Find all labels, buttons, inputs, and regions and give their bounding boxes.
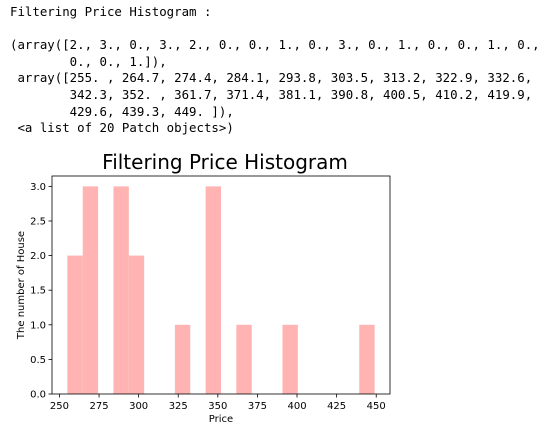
histogram-bar xyxy=(205,186,221,394)
cell-output-text: Filtering Price Histogram : (array([2., 3… xyxy=(10,4,539,137)
histogram-bar xyxy=(67,255,83,394)
histogram-bar xyxy=(82,186,99,394)
output-line: 429.6, 439.3, 449. ]), xyxy=(10,103,234,119)
output-line: array([255. , 264.7, 274.4, 284.1, 293.8… xyxy=(10,70,533,86)
y-tick-label: 0.0 xyxy=(30,390,46,401)
x-tick-label: 300 xyxy=(129,401,148,412)
y-tick-label: 2.5 xyxy=(30,216,46,227)
y-axis-label: The number of House xyxy=(16,231,27,340)
x-tick-label: 425 xyxy=(327,401,346,412)
histogram-bar xyxy=(359,324,375,394)
histogram-bar xyxy=(282,324,298,394)
output-line: (array([2., 3., 0., 3., 2., 0., 0., 1., … xyxy=(10,37,539,53)
output-line: Filtering Price Histogram : xyxy=(10,4,212,19)
output-line: <a list of 20 Patch objects>) xyxy=(10,120,234,136)
y-tick-label: 1.5 xyxy=(30,286,46,297)
x-tick-label: 250 xyxy=(50,401,69,412)
output-line: 0., 0., 1.]), xyxy=(10,53,167,69)
histogram-bar xyxy=(113,186,129,394)
histogram-svg: Filtering Price Histogram 250 275 300 325 35… xyxy=(16,150,391,425)
x-tick-label: 450 xyxy=(367,401,386,412)
output-line xyxy=(10,21,538,38)
histogram-bar xyxy=(174,324,191,394)
y-tick-label: 3.0 xyxy=(30,182,46,193)
x-axis-label: Price xyxy=(209,414,233,425)
plot-frame xyxy=(51,175,391,395)
chart-title: Filtering Price Histogram xyxy=(102,150,348,174)
y-tick-label: 2.0 xyxy=(30,251,46,262)
histogram-chart: Filtering Price Histogram 250 275 300 325 35… xyxy=(0,146,539,438)
x-tick-label: 400 xyxy=(287,401,306,412)
y-tick-label: 0.5 xyxy=(30,355,46,366)
x-tick-label: 275 xyxy=(89,401,108,412)
x-tick-label: 350 xyxy=(208,401,227,412)
histogram-bar xyxy=(128,255,145,394)
x-tick-label: 325 xyxy=(169,401,188,412)
y-tick-label: 1.0 xyxy=(30,320,46,331)
histogram-bar xyxy=(236,324,252,394)
output-line: 342.3, 352. , 361.7, 371.4, 381.1, 390.8… xyxy=(10,86,533,102)
x-tick-label: 375 xyxy=(248,401,267,412)
